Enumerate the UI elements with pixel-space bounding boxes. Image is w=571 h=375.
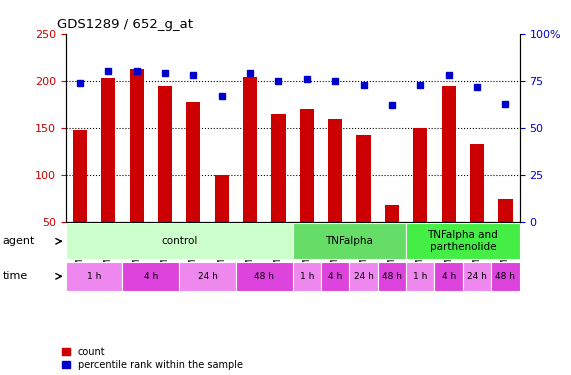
Bar — [349, 262, 378, 291]
Bar — [385, 206, 399, 222]
Bar — [498, 199, 513, 222]
Bar — [66, 223, 292, 260]
Bar — [243, 77, 257, 222]
Bar — [463, 262, 491, 291]
Bar — [186, 102, 200, 222]
Bar — [122, 262, 179, 291]
Text: 1 h: 1 h — [413, 272, 428, 281]
Bar — [321, 262, 349, 291]
Bar — [293, 223, 406, 260]
Bar — [406, 223, 520, 260]
Text: 48 h: 48 h — [382, 272, 402, 281]
Bar — [130, 69, 144, 222]
Bar — [435, 262, 463, 291]
Text: 24 h: 24 h — [198, 272, 218, 281]
Bar — [470, 144, 484, 222]
Bar — [236, 262, 292, 291]
Text: time: time — [3, 272, 28, 281]
Bar — [293, 262, 321, 291]
Text: 48 h: 48 h — [496, 272, 516, 281]
Bar — [356, 135, 371, 222]
Text: 4 h: 4 h — [328, 272, 343, 281]
Text: control: control — [161, 236, 198, 246]
Bar — [378, 262, 406, 291]
Bar — [491, 262, 520, 291]
Bar — [179, 262, 236, 291]
Text: 1 h: 1 h — [87, 272, 101, 281]
Bar — [101, 78, 115, 222]
Legend: count, percentile rank within the sample: count, percentile rank within the sample — [62, 347, 243, 370]
Text: 4 h: 4 h — [144, 272, 158, 281]
Bar — [66, 262, 122, 291]
Text: TNFalpha and
parthenolide: TNFalpha and parthenolide — [428, 231, 498, 252]
Text: 24 h: 24 h — [353, 272, 373, 281]
Text: 1 h: 1 h — [300, 272, 314, 281]
Text: 48 h: 48 h — [254, 272, 274, 281]
Text: agent: agent — [3, 236, 35, 246]
Bar — [215, 175, 229, 222]
Text: 24 h: 24 h — [467, 272, 487, 281]
Bar — [73, 130, 87, 222]
Text: GDS1289 / 652_g_at: GDS1289 / 652_g_at — [57, 18, 192, 31]
Bar — [406, 262, 435, 291]
Text: TNFalpha: TNFalpha — [325, 236, 373, 246]
Bar — [271, 114, 286, 222]
Bar — [441, 86, 456, 222]
Bar — [413, 128, 428, 222]
Bar — [328, 118, 342, 222]
Bar — [300, 109, 314, 222]
Text: 4 h: 4 h — [441, 272, 456, 281]
Bar — [158, 86, 172, 222]
